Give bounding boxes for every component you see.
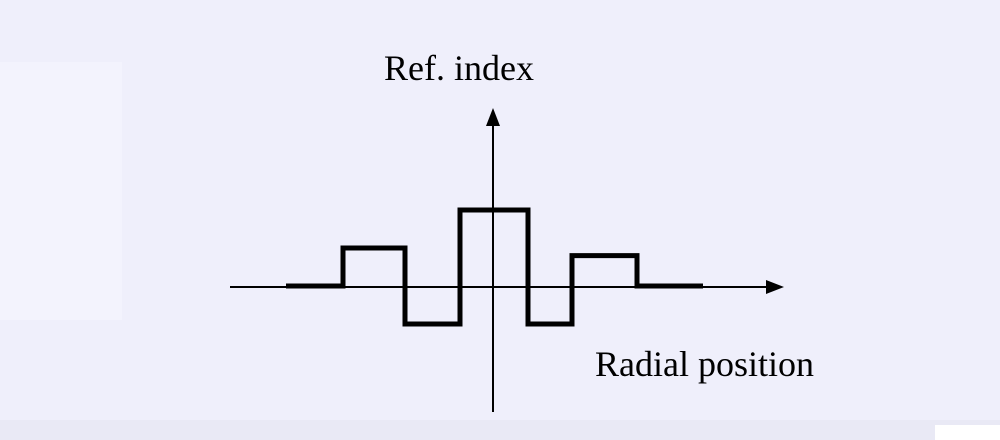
y-axis-arrowhead bbox=[486, 108, 500, 126]
background-panel-bottom bbox=[0, 420, 1000, 440]
x-axis-arrowhead bbox=[766, 280, 784, 294]
x-axis-label: Radial position bbox=[595, 344, 814, 384]
y-axis-label: Ref. index bbox=[384, 48, 534, 88]
index-profile bbox=[286, 207, 703, 327]
background-panel-bottom-right bbox=[935, 425, 1000, 440]
background-panel-left bbox=[0, 62, 122, 320]
profile-step-line bbox=[286, 207, 703, 327]
